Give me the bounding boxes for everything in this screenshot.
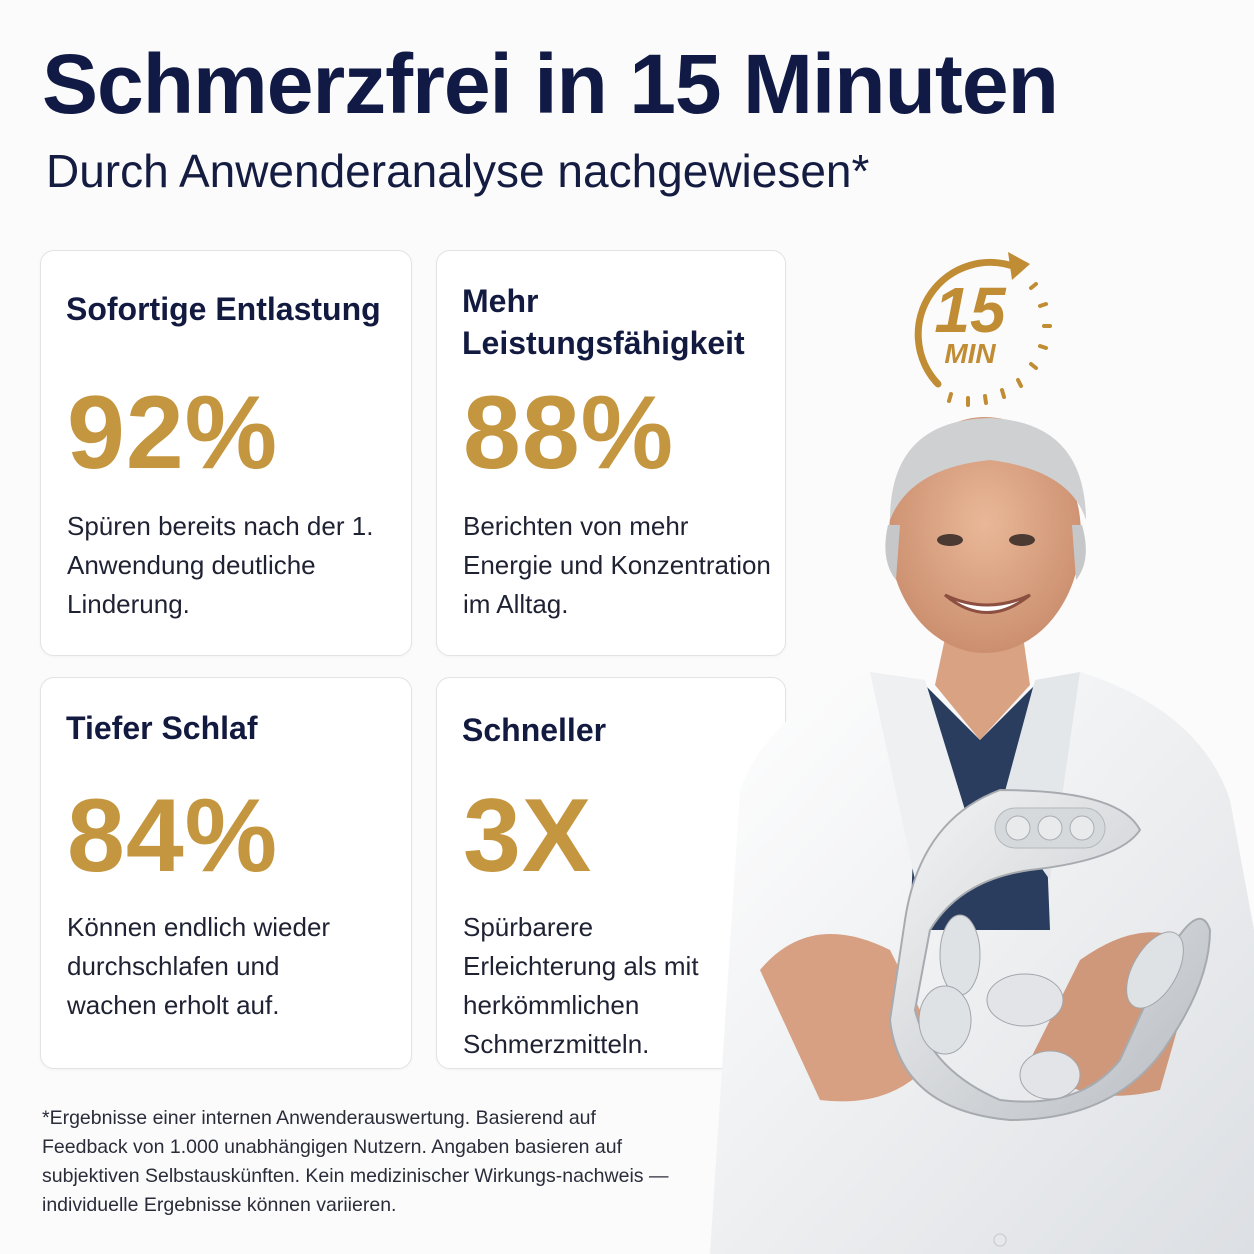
stat-card-value: 84% [67,778,279,894]
stat-card-sleep: Tiefer Schlaf 84% Können endlich wieder … [40,677,412,1069]
stat-card-title: Tiefer Schlaf [66,710,258,746]
timer-badge-number: 15 [934,274,1006,346]
stat-card-description: Berichten von mehr Energie und Konzentra… [463,511,771,619]
stat-card-description: Können endlich wieder durchschlafen und … [67,912,331,1020]
stat-card-performance: Mehr Leistungsfähigkeit 88% Berichten vo… [436,250,786,656]
timer-badge-unit: MIN [944,338,996,369]
stat-card-value: 3X [463,778,593,894]
stat-card-title-line: Mehr [462,283,539,319]
stat-card-title: Schneller [462,712,607,748]
stat-card-value: 92% [67,375,279,491]
stat-card-title-line: Leistungsfähigkeit [462,324,745,361]
timer-arrow-icon [914,252,1052,407]
footnote: *Ergebnisse einer internen Anwenderauswe… [42,1107,669,1216]
page-title: Schmerzfrei in 15 Minuten [42,37,1059,131]
stat-card-description: Spürbarere Erleichterung als mit herkömm… [463,912,699,1059]
timer-badge: 15 MIN [880,236,1060,416]
stat-card-relief: Sofortige Entlastung 92% Spüren bereits … [40,250,412,656]
stat-card-description: Spüren bereits nach der 1. Anwendung deu… [67,511,374,619]
stat-card-title: Mehr Leistungsfähigkeit [462,281,745,364]
page-subtitle: Durch Anwenderanalyse nachgewiesen* [46,145,870,197]
doctor-photo [710,417,1254,1254]
stat-card-value: 88% [463,375,675,491]
stat-card-title: Sofortige Entlastung [66,291,381,327]
